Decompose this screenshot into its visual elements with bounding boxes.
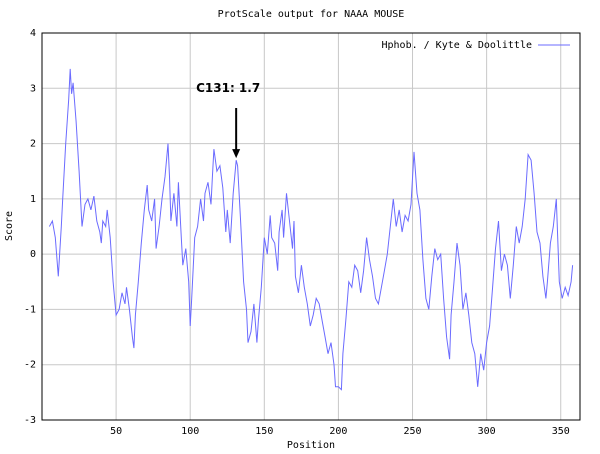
y-tick-label: 0 [30,249,36,260]
x-tick-label: 300 [478,426,496,437]
x-tick-label: 100 [181,426,199,437]
x-tick-label: 250 [403,426,421,437]
x-axis-label: Position [287,440,335,451]
annotation-arrowhead [232,149,241,159]
x-tick-label: 350 [552,426,570,437]
plot-frame [41,32,581,421]
y-tick-label: 2 [30,139,36,150]
x-tick-label: 200 [329,426,347,437]
y-axis-label: Score [4,211,15,241]
x-tick-label: 150 [255,426,273,437]
data-line [48,68,574,391]
y-tick-label: -2 [24,360,36,371]
y-tick-label: 3 [30,83,36,94]
y-tick-label: 4 [30,28,36,39]
legend-label: Hphob. / Kyte & Doolittle [381,40,532,51]
chart-title: ProtScale output for NAAA MOUSE [218,9,405,20]
annotation-text: C131: 1.7 [196,81,260,95]
y-tick-label: 1 [30,194,36,205]
y-tick-label: -3 [24,415,36,426]
x-tick-label: 50 [110,426,122,437]
y-tick-label: -1 [24,304,36,315]
